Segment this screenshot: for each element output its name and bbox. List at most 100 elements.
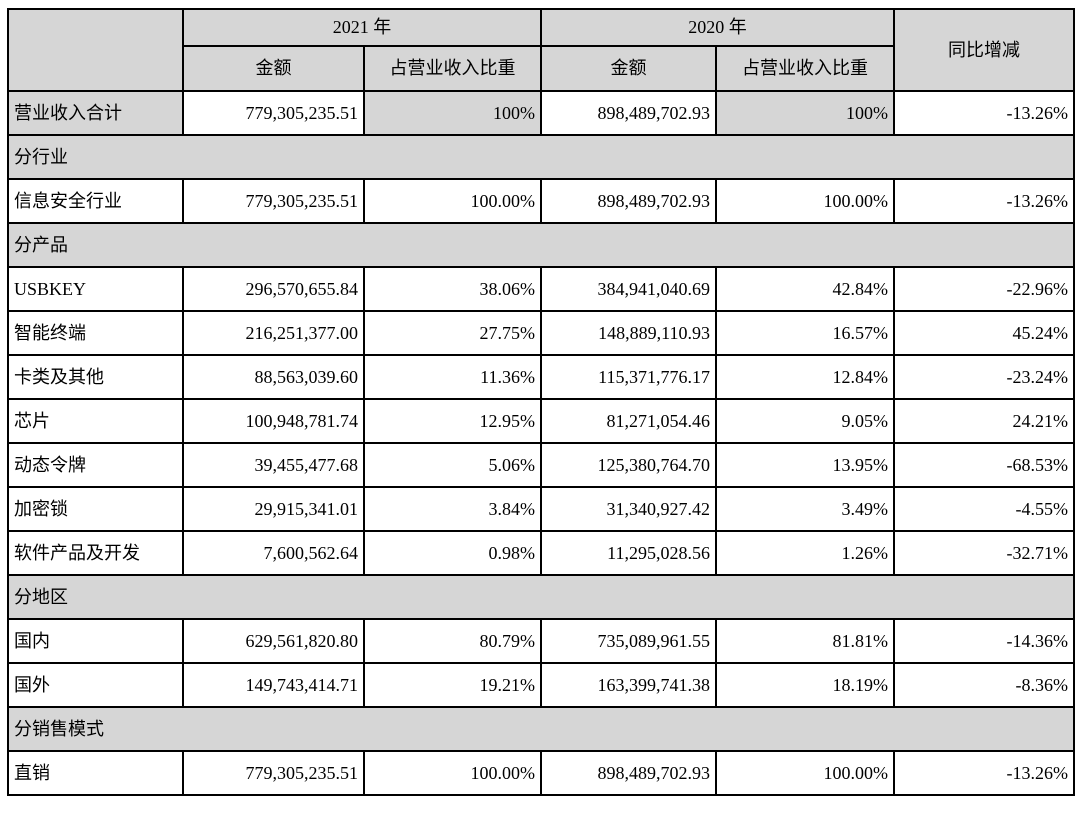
yoy-change: -13.26% [893, 178, 1075, 224]
ratio-2021: 100.00% [363, 178, 542, 224]
ratio-2021: 27.75% [363, 310, 542, 356]
ratio-2020: 42.84% [715, 266, 895, 312]
header-row-years: 2021 年 2020 年 同比增减 [7, 8, 1075, 92]
amount-2020: 735,089,961.55 [540, 618, 717, 664]
ratio-2020: 100.00% [715, 178, 895, 224]
ratio-2020: 16.57% [715, 310, 895, 356]
amount-2021: 779,305,235.51 [182, 750, 365, 796]
header-year-2021: 2021 年 [182, 8, 542, 47]
header-row-measures: 金额 占营业收入比重 金额 占营业收入比重 [8, 45, 1074, 92]
ratio-2020: 100.00% [715, 750, 895, 796]
amount-2020: 115,371,776.17 [540, 354, 717, 400]
yoy-change: -4.55% [893, 486, 1075, 532]
yoy-change: -14.36% [893, 618, 1075, 664]
revenue-breakdown-table: 2021 年 2020 年 同比增减 金额 占营业收入比重 金额 占营业收入比重… [7, 8, 1075, 796]
table-row-dynamic-token: 动态令牌 39,455,477.68 5.06% 125,380,764.70 … [7, 442, 1075, 488]
amount-2021: 629,561,820.80 [182, 618, 365, 664]
table-row-usbkey: USBKEY 296,570,655.84 38.06% 384,941,040… [7, 266, 1075, 312]
table-row-encryption-lock: 加密锁 29,915,341.01 3.84% 31,340,927.42 3.… [7, 486, 1075, 532]
amount-2021: 29,915,341.01 [182, 486, 365, 532]
row-label: 动态令牌 [7, 442, 184, 488]
row-label: 加密锁 [7, 486, 184, 532]
header-yoy-change: 同比增减 [893, 8, 1075, 92]
yoy-change: 45.24% [893, 310, 1075, 356]
ratio-2020: 100% [715, 90, 895, 136]
section-row-by-product: 分产品 [7, 222, 1075, 268]
ratio-2020: 81.81% [715, 618, 895, 664]
header-ratio-2020: 占营业收入比重 [715, 45, 895, 92]
row-label: USBKEY [7, 266, 184, 312]
header-amount-2021: 金额 [182, 45, 365, 92]
amount-2021: 149,743,414.71 [182, 662, 365, 708]
amount-2020: 81,271,054.46 [540, 398, 717, 444]
table-row-cards-other: 卡类及其他 88,563,039.60 11.36% 115,371,776.1… [7, 354, 1075, 400]
row-label: 卡类及其他 [7, 354, 184, 400]
table-row-chips: 芯片 100,948,781.74 12.95% 81,271,054.46 9… [7, 398, 1075, 444]
ratio-2021: 100% [363, 90, 542, 136]
ratio-2020: 3.49% [715, 486, 895, 532]
row-label: 信息安全行业 [7, 178, 184, 224]
section-row-by-region: 分地区 [7, 574, 1075, 620]
amount-2020: 384,941,040.69 [540, 266, 717, 312]
amount-2021: 296,570,655.84 [182, 266, 365, 312]
table-row-domestic: 国内 629,561,820.80 80.79% 735,089,961.55 … [7, 618, 1075, 664]
section-row-by-sales-model: 分销售模式 [7, 706, 1075, 752]
ratio-2021: 19.21% [363, 662, 542, 708]
amount-2020: 898,489,702.93 [540, 90, 717, 136]
amount-2020: 125,380,764.70 [540, 442, 717, 488]
section-label: 分销售模式 [7, 706, 1075, 752]
ratio-2021: 11.36% [363, 354, 542, 400]
yoy-change: 24.21% [893, 398, 1075, 444]
amount-2020: 31,340,927.42 [540, 486, 717, 532]
row-label: 芯片 [7, 398, 184, 444]
header-ratio-2021: 占营业收入比重 [363, 45, 542, 92]
ratio-2021: 0.98% [363, 530, 542, 576]
ratio-2021: 80.79% [363, 618, 542, 664]
yoy-change: -23.24% [893, 354, 1075, 400]
table-row-info-security: 信息安全行业 779,305,235.51 100.00% 898,489,70… [7, 178, 1075, 224]
yoy-change: -8.36% [893, 662, 1075, 708]
yoy-change: -32.71% [893, 530, 1075, 576]
row-label: 营业收入合计 [7, 90, 184, 136]
amount-2021: 779,305,235.51 [182, 178, 365, 224]
row-label: 国内 [7, 618, 184, 664]
row-label: 软件产品及开发 [7, 530, 184, 576]
yoy-change: -68.53% [893, 442, 1075, 488]
ratio-2020: 18.19% [715, 662, 895, 708]
ratio-2021: 38.06% [363, 266, 542, 312]
yoy-change: -13.26% [893, 90, 1075, 136]
row-label: 直销 [7, 750, 184, 796]
section-label: 分产品 [7, 222, 1075, 268]
section-label: 分地区 [7, 574, 1075, 620]
amount-2021: 779,305,235.51 [182, 90, 365, 136]
row-label: 国外 [7, 662, 184, 708]
amount-2020: 898,489,702.93 [540, 750, 717, 796]
ratio-2020: 13.95% [715, 442, 895, 488]
corner-cell [7, 8, 184, 92]
ratio-2021: 100.00% [363, 750, 542, 796]
amount-2021: 216,251,377.00 [182, 310, 365, 356]
table-row-software-dev: 软件产品及开发 7,600,562.64 0.98% 11,295,028.56… [7, 530, 1075, 576]
ratio-2020: 1.26% [715, 530, 895, 576]
ratio-2021: 5.06% [363, 442, 542, 488]
yoy-change: -13.26% [893, 750, 1075, 796]
header-amount-2020: 金额 [540, 45, 717, 92]
table-row-smart-terminal: 智能终端 216,251,377.00 27.75% 148,889,110.9… [7, 310, 1075, 356]
row-label: 智能终端 [7, 310, 184, 356]
ratio-2021: 3.84% [363, 486, 542, 532]
ratio-2021: 12.95% [363, 398, 542, 444]
amount-2020: 898,489,702.93 [540, 178, 717, 224]
amount-2020: 148,889,110.93 [540, 310, 717, 356]
section-label: 分行业 [7, 134, 1075, 180]
table-row-direct-sales: 直销 779,305,235.51 100.00% 898,489,702.93… [7, 750, 1075, 796]
yoy-change: -22.96% [893, 266, 1075, 312]
amount-2021: 39,455,477.68 [182, 442, 365, 488]
table-row-total-revenue: 营业收入合计 779,305,235.51 100% 898,489,702.9… [7, 90, 1075, 136]
section-row-by-industry: 分行业 [7, 134, 1075, 180]
header-year-2020: 2020 年 [540, 8, 895, 47]
ratio-2020: 12.84% [715, 354, 895, 400]
ratio-2020: 9.05% [715, 398, 895, 444]
amount-2021: 100,948,781.74 [182, 398, 365, 444]
amount-2020: 163,399,741.38 [540, 662, 717, 708]
amount-2021: 88,563,039.60 [182, 354, 365, 400]
